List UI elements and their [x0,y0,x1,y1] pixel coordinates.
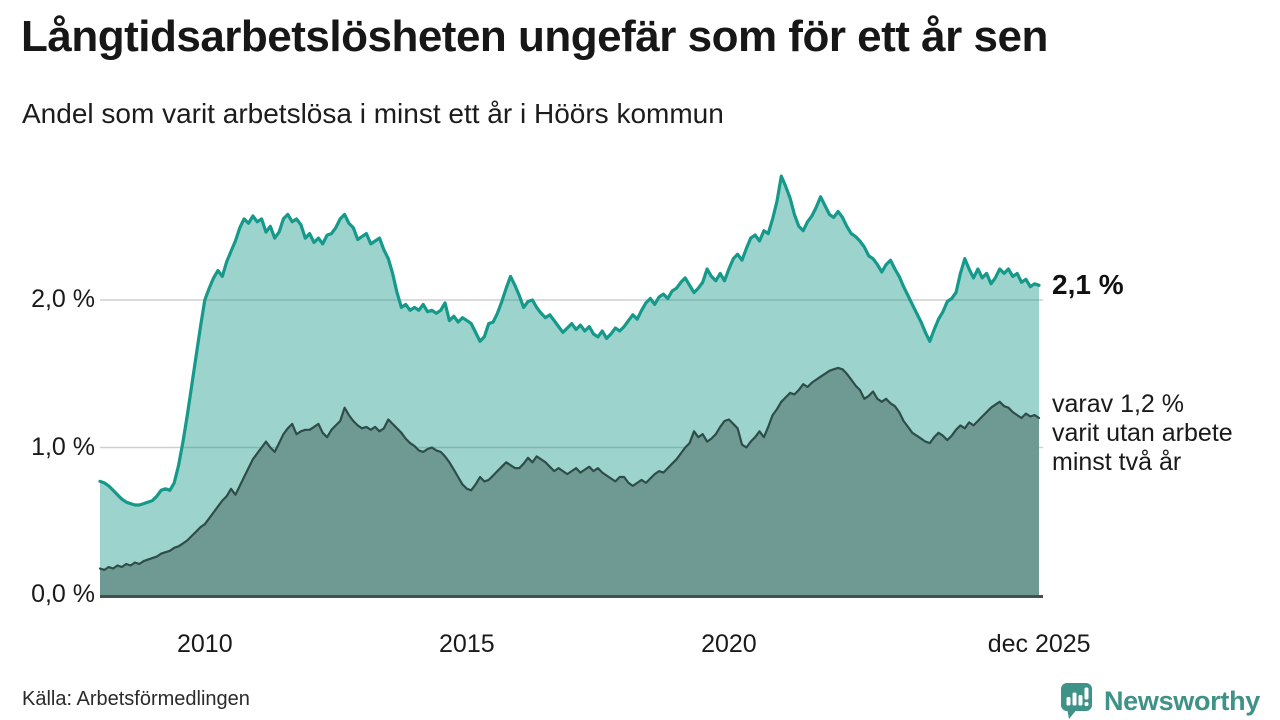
x-tick-2020: 2020 [701,630,757,658]
newsworthy-wordmark: Newsworthy [1103,685,1260,716]
x-tick-2010: 2010 [177,630,233,658]
y-tick-2: 2,0 % [31,285,95,313]
source-credit: Källa: Arbetsförmedlingen [22,688,250,710]
line-unemployed-1yr [98,174,1041,507]
x-tick-dec2025: dec 2025 [987,630,1091,658]
newsworthy-icon [1060,683,1092,719]
x-tick-2015: 2015 [439,630,495,658]
varav-line-3: minst två år [1052,448,1182,476]
page-title: Långtidsarbetslösheten ungefär som för e… [21,12,1048,61]
area-unemployed-2yr [100,367,1039,595]
line-unemployed-2yr [98,366,1041,572]
y-tick-1: 1,0 % [31,432,95,461]
y-tick-0: 0,0 % [31,580,95,608]
varav-line-2: varit utan arbete [1052,419,1233,447]
last-value-label: 2,1 % [1052,269,1124,301]
page-subtitle: Andel som varit arbetslösa i minst ett å… [22,98,724,129]
varav-line-1: varav 1,2 % [1052,390,1185,418]
varav-annotation: varav 1,2 % varit utan arbete minst två … [1052,390,1233,477]
newsworthy-logo[interactable]: Newsworthy [1060,682,1260,720]
